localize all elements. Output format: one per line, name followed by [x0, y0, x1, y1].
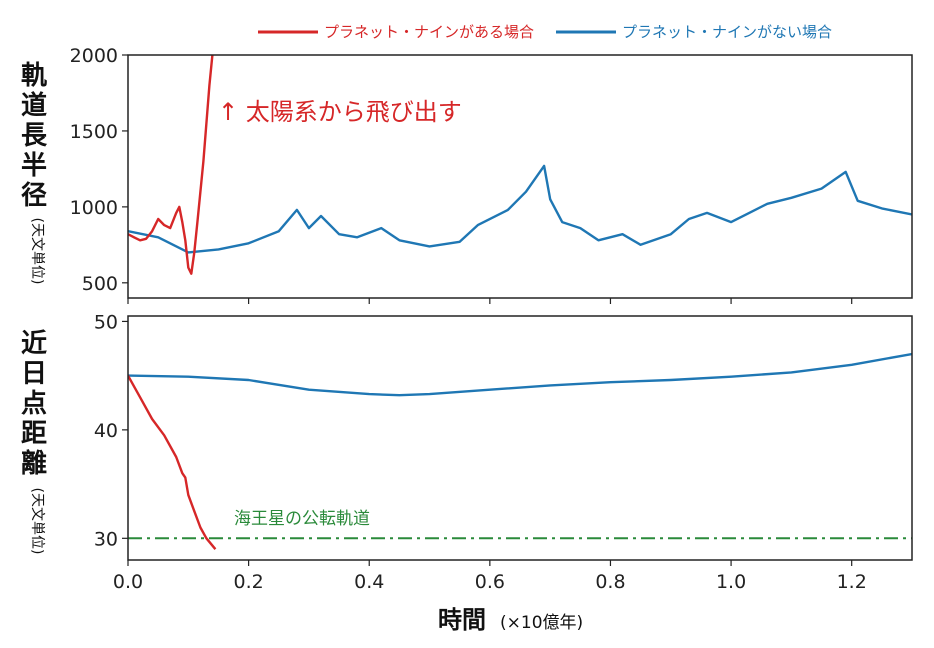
y-tick-label: 500	[82, 273, 118, 295]
y-axis-label-char: 離	[21, 448, 47, 479]
y-axis-label-char: 半	[21, 151, 47, 181]
y-tick-label: 40	[94, 420, 118, 442]
y-tick-label: 1500	[70, 121, 118, 143]
perihelion-panel: 30 40 50 0.0 0.2 0.4 0.6 0.8 1.0 1.2 海王星の公転軌道	[94, 311, 913, 593]
y-axis-unit-text: (天文単位)	[29, 488, 45, 555]
y-axis-label-char: 長	[21, 121, 48, 151]
semi-major-axis-panel: 500 1000 1500 2000 ↑ 太陽系から飛び出す	[70, 45, 913, 304]
y-axis-label-char: 近	[21, 329, 47, 359]
series-line-without-p9	[128, 352, 912, 397]
series-line-with-p9	[128, 55, 214, 275]
bottom-panel-series	[128, 352, 912, 550]
x-tick-label: 0.2	[234, 571, 264, 593]
top-panel-ticks: 500 1000 1500 2000	[70, 45, 853, 304]
x-tick-label: 1.2	[837, 571, 867, 593]
x-tick-label: 0.0	[113, 571, 143, 593]
legend-label-without-p9: プラネット・ナインがない場合	[622, 23, 832, 41]
y-tick-label: 30	[94, 528, 118, 550]
x-tick-label: 1.0	[716, 571, 746, 593]
neptune-orbit-annotation: 海王星の公転軌道	[234, 509, 370, 529]
y-axis-label-char: 軌	[21, 61, 47, 91]
y-tick-label: 1000	[70, 197, 118, 219]
top-panel-frame	[127, 54, 913, 299]
x-tick-label: 0.4	[354, 571, 384, 593]
bottom-panel-frame	[127, 315, 913, 561]
top-panel-series	[128, 55, 912, 275]
y-tick-label: 2000	[70, 45, 118, 67]
y-axis-label-char: 点	[21, 388, 47, 419]
y-axis-label-char: 日	[21, 359, 47, 389]
x-axis-label: 時間	[438, 606, 486, 634]
y-tick-label: 50	[94, 311, 118, 333]
legend: プラネット・ナインがある場合 プラネット・ナインがない場合	[258, 23, 832, 41]
series-line-with-p9	[128, 375, 217, 550]
series-line-without-p9	[128, 164, 912, 254]
y-axis-label-char: 距	[21, 419, 47, 449]
y-axis-unit-semi-major-axis: (天文単位)	[29, 218, 45, 285]
bottom-panel-ticks: 30 40 50 0.0 0.2 0.4 0.6 0.8 1.0 1.2	[94, 311, 912, 593]
y-axis-label-char: 径	[21, 181, 47, 211]
y-axis-unit-text: (天文単位)	[29, 218, 45, 285]
y-axis-label-char: 道	[21, 90, 47, 121]
legend-label-with-p9: プラネット・ナインがある場合	[324, 23, 534, 41]
x-axis-unit: (×10億年)	[500, 613, 583, 633]
escape-annotation: ↑ 太陽系から飛び出す	[218, 98, 462, 126]
y-axis-unit-perihelion: (天文単位)	[29, 488, 45, 555]
x-tick-label: 0.8	[595, 571, 625, 593]
x-tick-label: 0.6	[475, 571, 505, 593]
